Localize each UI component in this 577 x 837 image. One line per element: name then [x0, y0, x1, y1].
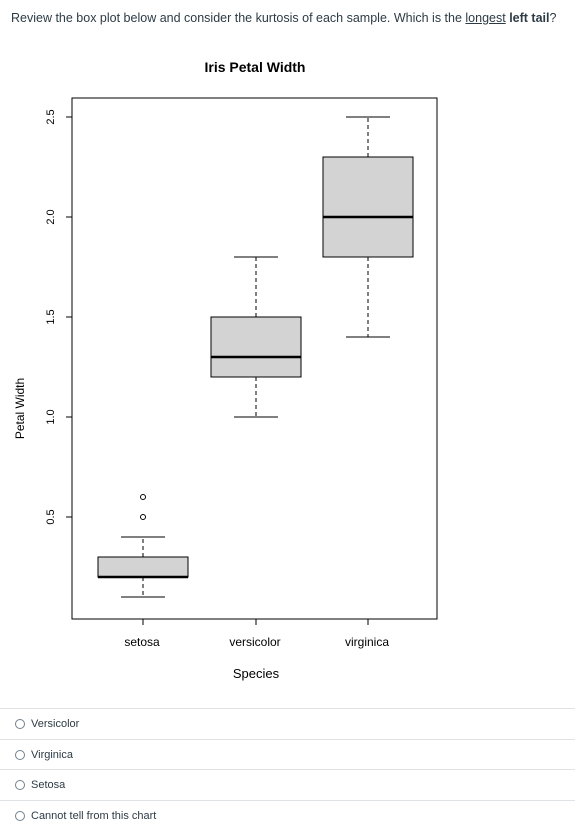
answer-option-versicolor[interactable]: Versicolor: [0, 708, 575, 738]
answer-option-setosa[interactable]: Setosa: [0, 769, 575, 799]
radio-circle-icon[interactable]: [15, 779, 25, 790]
answer-label: Versicolor: [31, 717, 80, 730]
answer-label: Setosa: [31, 778, 66, 791]
answer-label: Virginica: [31, 748, 73, 761]
question-underlined-word: longest: [465, 11, 506, 25]
outlier-setosa: [140, 494, 146, 500]
question-prefix: Review the box plot below and consider t…: [11, 11, 466, 25]
box-versicolor: [210, 316, 302, 378]
chart-title: Iris Petal Width: [204, 59, 305, 75]
x-tick-label-versicolor: versicolor: [229, 635, 280, 649]
plot-frame: [71, 97, 438, 620]
y-tick-label: 2.0: [45, 209, 57, 224]
y-tick-label: 1.0: [45, 409, 57, 424]
y-tick-label: 1.5: [45, 309, 57, 324]
x-axis-label: Species: [233, 666, 280, 681]
y-tick-label: 2.5: [45, 109, 57, 124]
box-setosa: [97, 556, 189, 578]
answer-label: Cannot tell from this chart: [31, 809, 157, 822]
x-tick-label-setosa: setosa: [124, 635, 160, 649]
radio-circle-icon[interactable]: [15, 718, 25, 729]
radio-circle-icon[interactable]: [15, 749, 25, 760]
box-plot-chart: Iris Petal Width 0.5 1.0 1.5 2.0 2.5 Petal Wid…: [13, 59, 438, 681]
y-tick-label: 0.5: [45, 509, 57, 524]
outlier-setosa: [140, 514, 146, 520]
question-suffix: ?: [549, 11, 557, 25]
answer-option-virginica[interactable]: Virginica: [0, 739, 575, 769]
box-virginica: [322, 156, 414, 258]
answer-option-cannot-tell[interactable]: Cannot tell from this chart: [0, 800, 575, 830]
question-bold-phrase: left tail: [509, 11, 550, 25]
question-text: Review the box plot below and consider t…: [11, 11, 556, 25]
y-axis-label: Petal Width: [13, 378, 27, 439]
x-tick-label-virginica: virginica: [345, 635, 389, 649]
radio-circle-icon[interactable]: [15, 810, 25, 821]
